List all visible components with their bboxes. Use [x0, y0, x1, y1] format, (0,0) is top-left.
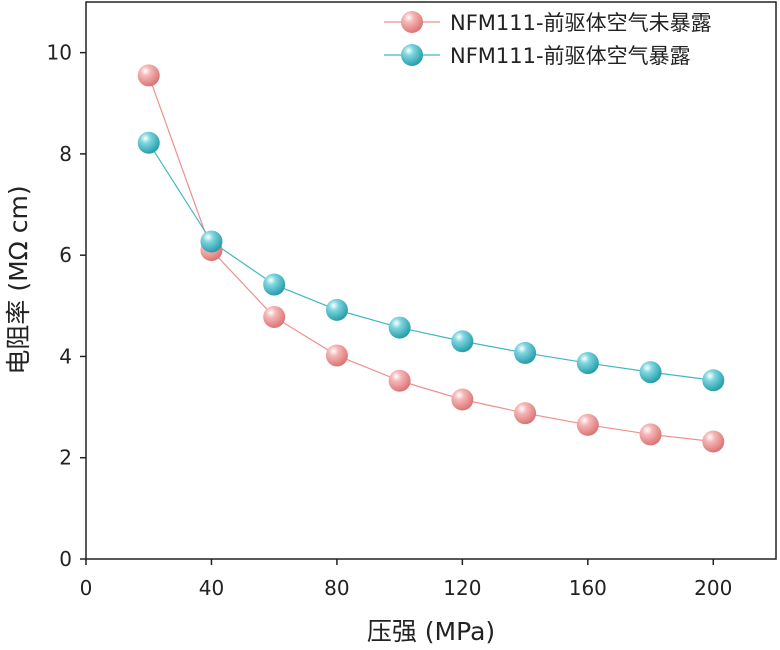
legend-label-1: NFM111-前驱体空气未暴露: [450, 11, 712, 35]
y-axis-title: 电阻率 (MΩ cm): [4, 185, 33, 374]
x-tick-label: 0: [80, 576, 93, 600]
x-tick-label: 80: [324, 576, 349, 600]
x-tick-label: 40: [199, 576, 224, 600]
series-1-point: [451, 388, 474, 411]
series-line-1: [148, 75, 714, 443]
series-1-point: [388, 369, 411, 392]
y-tick-label: 2: [59, 446, 72, 470]
x-tick-label: 160: [569, 576, 607, 600]
series-1-point: [137, 64, 160, 87]
series-2-point: [451, 330, 474, 353]
series-2-point: [137, 131, 160, 154]
legend: NFM111-前驱体空气未暴露 NFM111-前驱体空气暴露: [384, 11, 712, 68]
series-1-point: [702, 430, 725, 453]
series-2-point: [388, 316, 411, 339]
legend-label-2: NFM111-前驱体空气暴露: [450, 44, 691, 68]
x-axis-title: 压强 (MPa): [367, 617, 495, 646]
series-1-point: [639, 423, 662, 446]
y-tick-label: 8: [59, 142, 72, 166]
series-layer: [137, 64, 725, 453]
series-1-point: [576, 413, 599, 436]
y-tick-label: 6: [59, 243, 72, 267]
series-2-point: [639, 361, 662, 384]
y-tick-label: 10: [47, 41, 72, 65]
axis-ticks: 0 40 80 120 160 200 0 2 4 6 8 10: [47, 41, 733, 600]
x-tick-label: 200: [694, 576, 732, 600]
legend-marker-2: [401, 44, 423, 66]
y-tick-label: 0: [59, 547, 72, 571]
y-tick-label: 4: [59, 344, 72, 368]
legend-marker-1: [401, 11, 423, 33]
series-1-point: [514, 402, 537, 425]
plot-frame: [85, 1, 777, 560]
x-tick-label: 120: [443, 576, 481, 600]
series-2-point: [576, 352, 599, 375]
series-line-2: [148, 142, 714, 381]
series-1-point: [263, 305, 286, 328]
series-1-point: [325, 344, 348, 367]
series-2-point: [263, 273, 286, 296]
series-2-point: [702, 369, 725, 392]
series-2-point: [325, 298, 348, 321]
series-2-point: [514, 341, 537, 364]
series-2-point: [200, 230, 223, 253]
